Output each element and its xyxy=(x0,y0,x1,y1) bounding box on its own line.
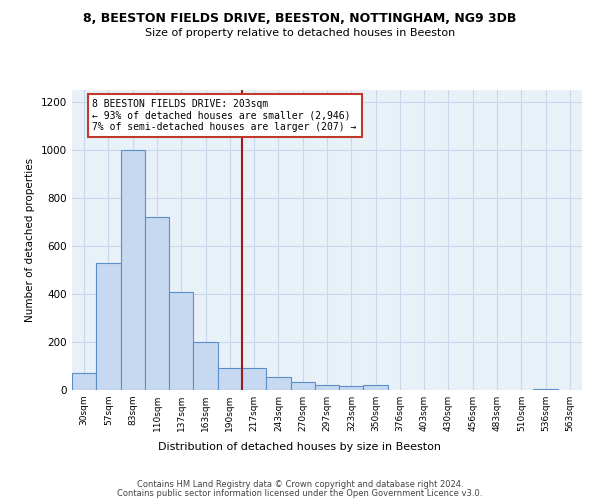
Bar xyxy=(339,386,364,390)
Bar xyxy=(218,368,242,390)
Y-axis label: Number of detached properties: Number of detached properties xyxy=(25,158,35,322)
Bar xyxy=(72,373,96,390)
Text: Contains public sector information licensed under the Open Government Licence v3: Contains public sector information licen… xyxy=(118,489,482,498)
Bar xyxy=(364,385,388,390)
Text: Size of property relative to detached houses in Beeston: Size of property relative to detached ho… xyxy=(145,28,455,38)
Bar xyxy=(145,217,169,390)
Bar xyxy=(533,389,558,390)
Text: Distribution of detached houses by size in Beeston: Distribution of detached houses by size … xyxy=(158,442,442,452)
Bar xyxy=(242,368,266,390)
Bar xyxy=(193,342,218,390)
Bar xyxy=(96,263,121,390)
Text: 8 BEESTON FIELDS DRIVE: 203sqm
← 93% of detached houses are smaller (2,946)
7% o: 8 BEESTON FIELDS DRIVE: 203sqm ← 93% of … xyxy=(92,99,357,132)
Bar xyxy=(315,385,339,390)
Bar xyxy=(169,292,193,390)
Bar xyxy=(266,377,290,390)
Text: 8, BEESTON FIELDS DRIVE, BEESTON, NOTTINGHAM, NG9 3DB: 8, BEESTON FIELDS DRIVE, BEESTON, NOTTIN… xyxy=(83,12,517,26)
Bar xyxy=(121,150,145,390)
Text: Contains HM Land Registry data © Crown copyright and database right 2024.: Contains HM Land Registry data © Crown c… xyxy=(137,480,463,489)
Bar xyxy=(290,382,315,390)
